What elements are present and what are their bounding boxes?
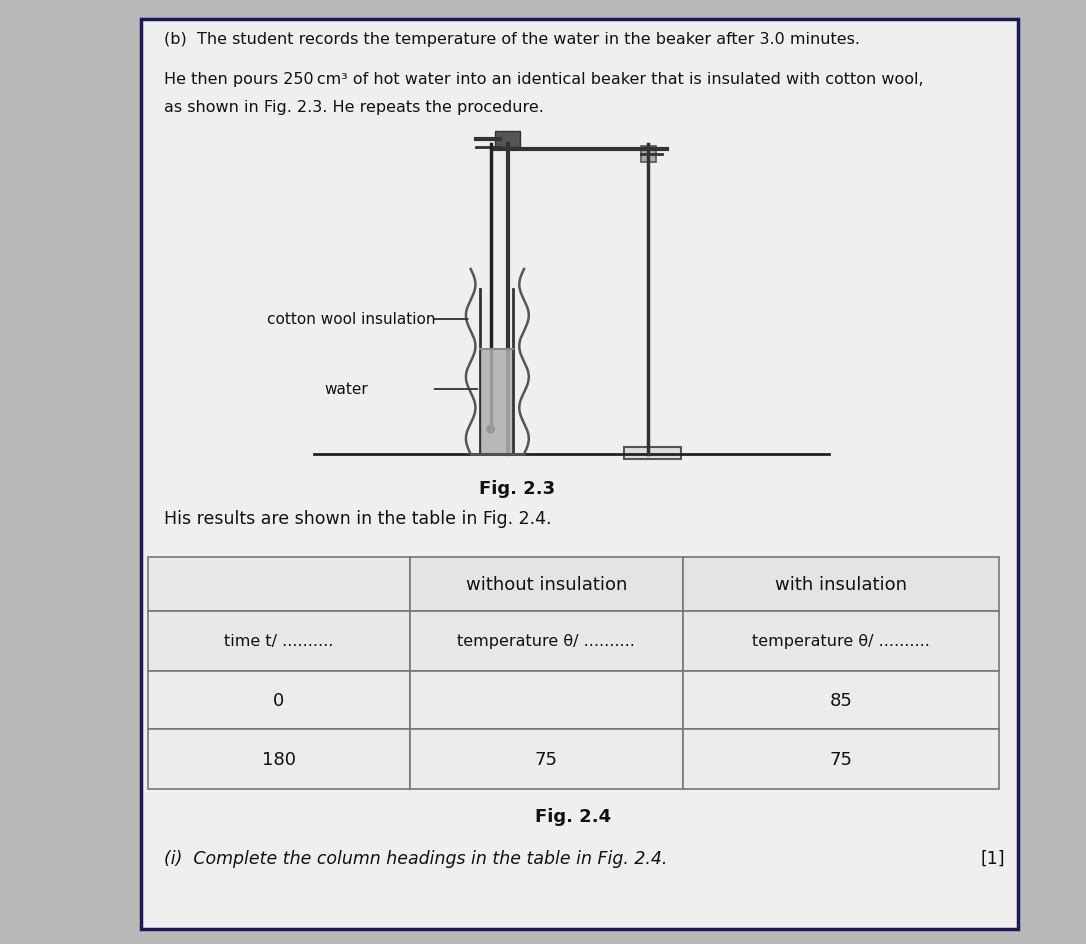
Text: time t/ ..........: time t/ .......... (224, 633, 333, 649)
Text: temperature θ/ ..........: temperature θ/ .......... (457, 633, 635, 649)
FancyBboxPatch shape (141, 20, 1018, 929)
Text: 180: 180 (262, 750, 295, 768)
Text: 75: 75 (830, 750, 853, 768)
Text: (i)  Complete the column headings in the table in Fig. 2.4.: (i) Complete the column headings in the … (164, 849, 667, 868)
Text: [1]: [1] (981, 849, 1006, 868)
Bar (409, 671, 683, 729)
Bar (624, 447, 681, 460)
Bar (641, 147, 656, 162)
Text: water: water (324, 382, 368, 397)
Text: His results are shown in the table in Fig. 2.4.: His results are shown in the table in Fi… (164, 510, 552, 528)
Text: Fig. 2.4: Fig. 2.4 (535, 807, 611, 825)
Text: (b)  The student records the temperature of the water in the beaker after 3.0 mi: (b) The student records the temperature … (164, 32, 860, 47)
Bar (495, 132, 520, 148)
Text: 85: 85 (830, 691, 853, 709)
Bar (148, 671, 409, 729)
Bar (148, 729, 409, 789)
Bar (683, 557, 998, 612)
Text: with insulation: with insulation (774, 576, 907, 594)
Bar (683, 612, 998, 671)
Text: 0: 0 (273, 691, 285, 709)
Bar (409, 557, 683, 612)
Bar (148, 612, 409, 671)
Text: as shown in Fig. 2.3. He repeats the procedure.: as shown in Fig. 2.3. He repeats the pro… (164, 100, 544, 115)
Text: temperature θ/ ..........: temperature θ/ .......... (752, 633, 930, 649)
Bar (481, 349, 512, 453)
Circle shape (487, 426, 494, 433)
Text: without insulation: without insulation (466, 576, 627, 594)
Text: cotton wool insulation: cotton wool insulation (267, 312, 435, 328)
Text: Fig. 2.3: Fig. 2.3 (479, 480, 555, 497)
Bar (683, 729, 998, 789)
Text: 75: 75 (535, 750, 558, 768)
Bar (148, 557, 409, 612)
Bar (683, 671, 998, 729)
Bar (409, 612, 683, 671)
Text: He then pours 250 cm³ of hot water into an identical beaker that is insulated wi: He then pours 250 cm³ of hot water into … (164, 72, 923, 87)
Bar (409, 729, 683, 789)
